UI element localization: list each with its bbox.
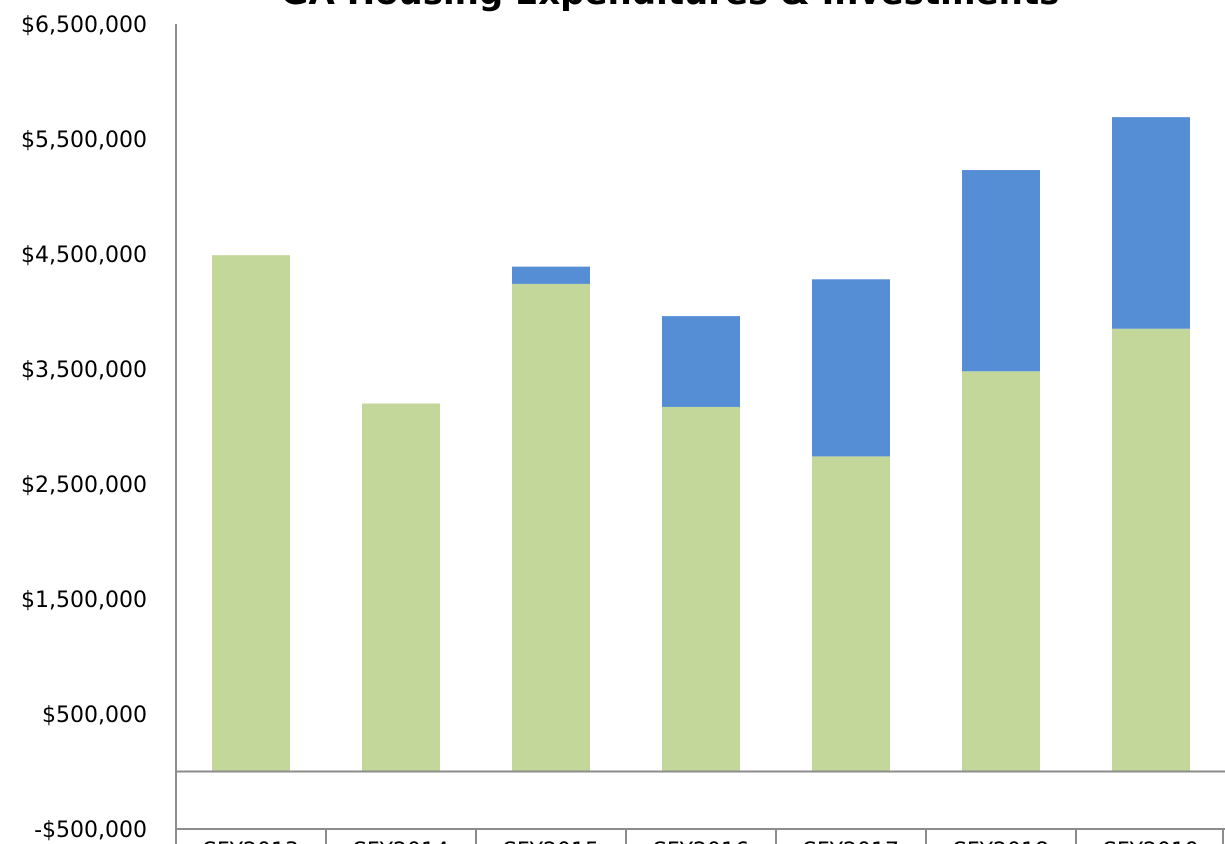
y-tick-label: $2,500,000 <box>21 473 147 498</box>
x-category-label: SFY2018 <box>953 839 1049 844</box>
x-category-label: SFY2017 <box>803 839 899 844</box>
bar-segment-2 <box>662 316 740 407</box>
y-tick-label: $3,500,000 <box>21 358 147 383</box>
bar-segment-1 <box>812 456 890 772</box>
axes <box>175 24 1225 844</box>
y-tick-label: $5,500,000 <box>21 128 147 153</box>
bar-segment-1 <box>662 406 740 772</box>
bar-segment-1 <box>512 283 590 772</box>
bar-segment-1 <box>1112 328 1190 772</box>
bar-segment-1 <box>212 255 290 772</box>
bars <box>212 117 1190 772</box>
x-category-label: SFY2016 <box>653 839 749 844</box>
bar-segment-2 <box>512 266 590 284</box>
bar-segment-1 <box>362 403 440 772</box>
y-tick-label: $1,500,000 <box>21 588 147 613</box>
y-tick-label: $500,000 <box>42 703 147 728</box>
x-category-label: SFY2014 <box>353 839 449 844</box>
y-tick-label: -$500,000 <box>34 818 147 843</box>
bar-segment-2 <box>962 170 1040 372</box>
x-axis-category-labels: SFY2013 SFY2014 SFY2015 SFY2016 SFY2017 SFY20… <box>203 839 1199 844</box>
y-tick-label: $6,500,000 <box>21 13 147 38</box>
x-category-label: SFY2013 <box>203 839 299 844</box>
y-axis-tick-labels: -$500,000 $500,000 $1,500,000 $2,500,000 $3,… <box>21 13 147 843</box>
x-category-label: SFY2015 <box>503 839 599 844</box>
bar-segment-1 <box>962 371 1040 772</box>
y-tick-label: $4,500,000 <box>21 243 147 268</box>
chart-title: GA Housing Expenditures & Investments <box>281 0 1060 13</box>
bar-segment-2 <box>812 279 890 457</box>
bar-segment-2 <box>1112 117 1190 329</box>
x-category-label: SFY2019 <box>1103 839 1199 844</box>
